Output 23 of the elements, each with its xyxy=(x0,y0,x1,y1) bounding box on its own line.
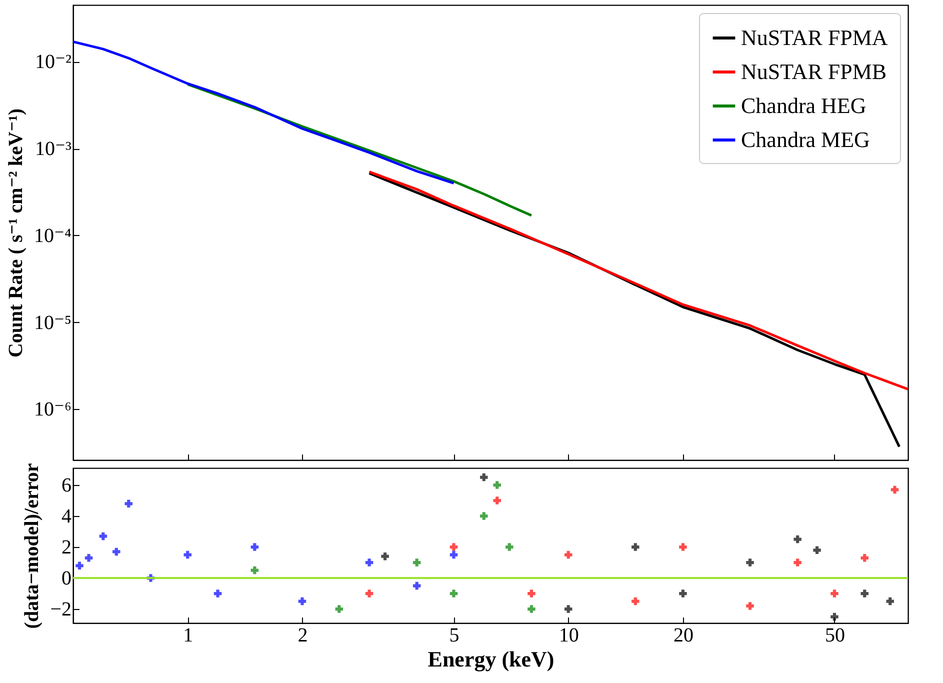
x-axis-title: Energy (keV) xyxy=(428,646,554,672)
x-tick-label: 10 xyxy=(558,624,579,646)
y-tick-label: 4 xyxy=(62,506,72,528)
y-tick-label: 10⁻⁴ xyxy=(34,224,72,247)
x-tick-label: 5 xyxy=(449,624,460,646)
x-tick-label: 50 xyxy=(824,624,845,646)
y-tick-label: 10⁻⁶ xyxy=(34,398,72,421)
legend-label: NuSTAR FPMA xyxy=(741,25,888,50)
x-tick-label: 1 xyxy=(183,624,194,646)
y-tick-label: 10⁻³ xyxy=(34,138,72,160)
y-tick-label: 10⁻⁵ xyxy=(34,312,72,334)
x-tick-label: 20 xyxy=(673,624,694,646)
y-tick-label: 0 xyxy=(62,568,72,590)
legend-label: NuSTAR FPMB xyxy=(741,59,887,84)
y-tick-label: 2 xyxy=(62,536,72,559)
y-axis-title: Count Rate ( s⁻¹ cm⁻² keV⁻¹) xyxy=(4,108,27,358)
x-tick-label: 2 xyxy=(298,624,308,646)
y-tick-label: 10⁻² xyxy=(34,51,72,74)
legend-label: Chandra MEG xyxy=(741,127,870,152)
y-axis-title: (data−model)/error xyxy=(21,463,44,629)
y-tick-label: −2 xyxy=(50,598,72,621)
legend-label: Chandra HEG xyxy=(741,93,866,118)
y-tick-label: 6 xyxy=(62,474,72,497)
